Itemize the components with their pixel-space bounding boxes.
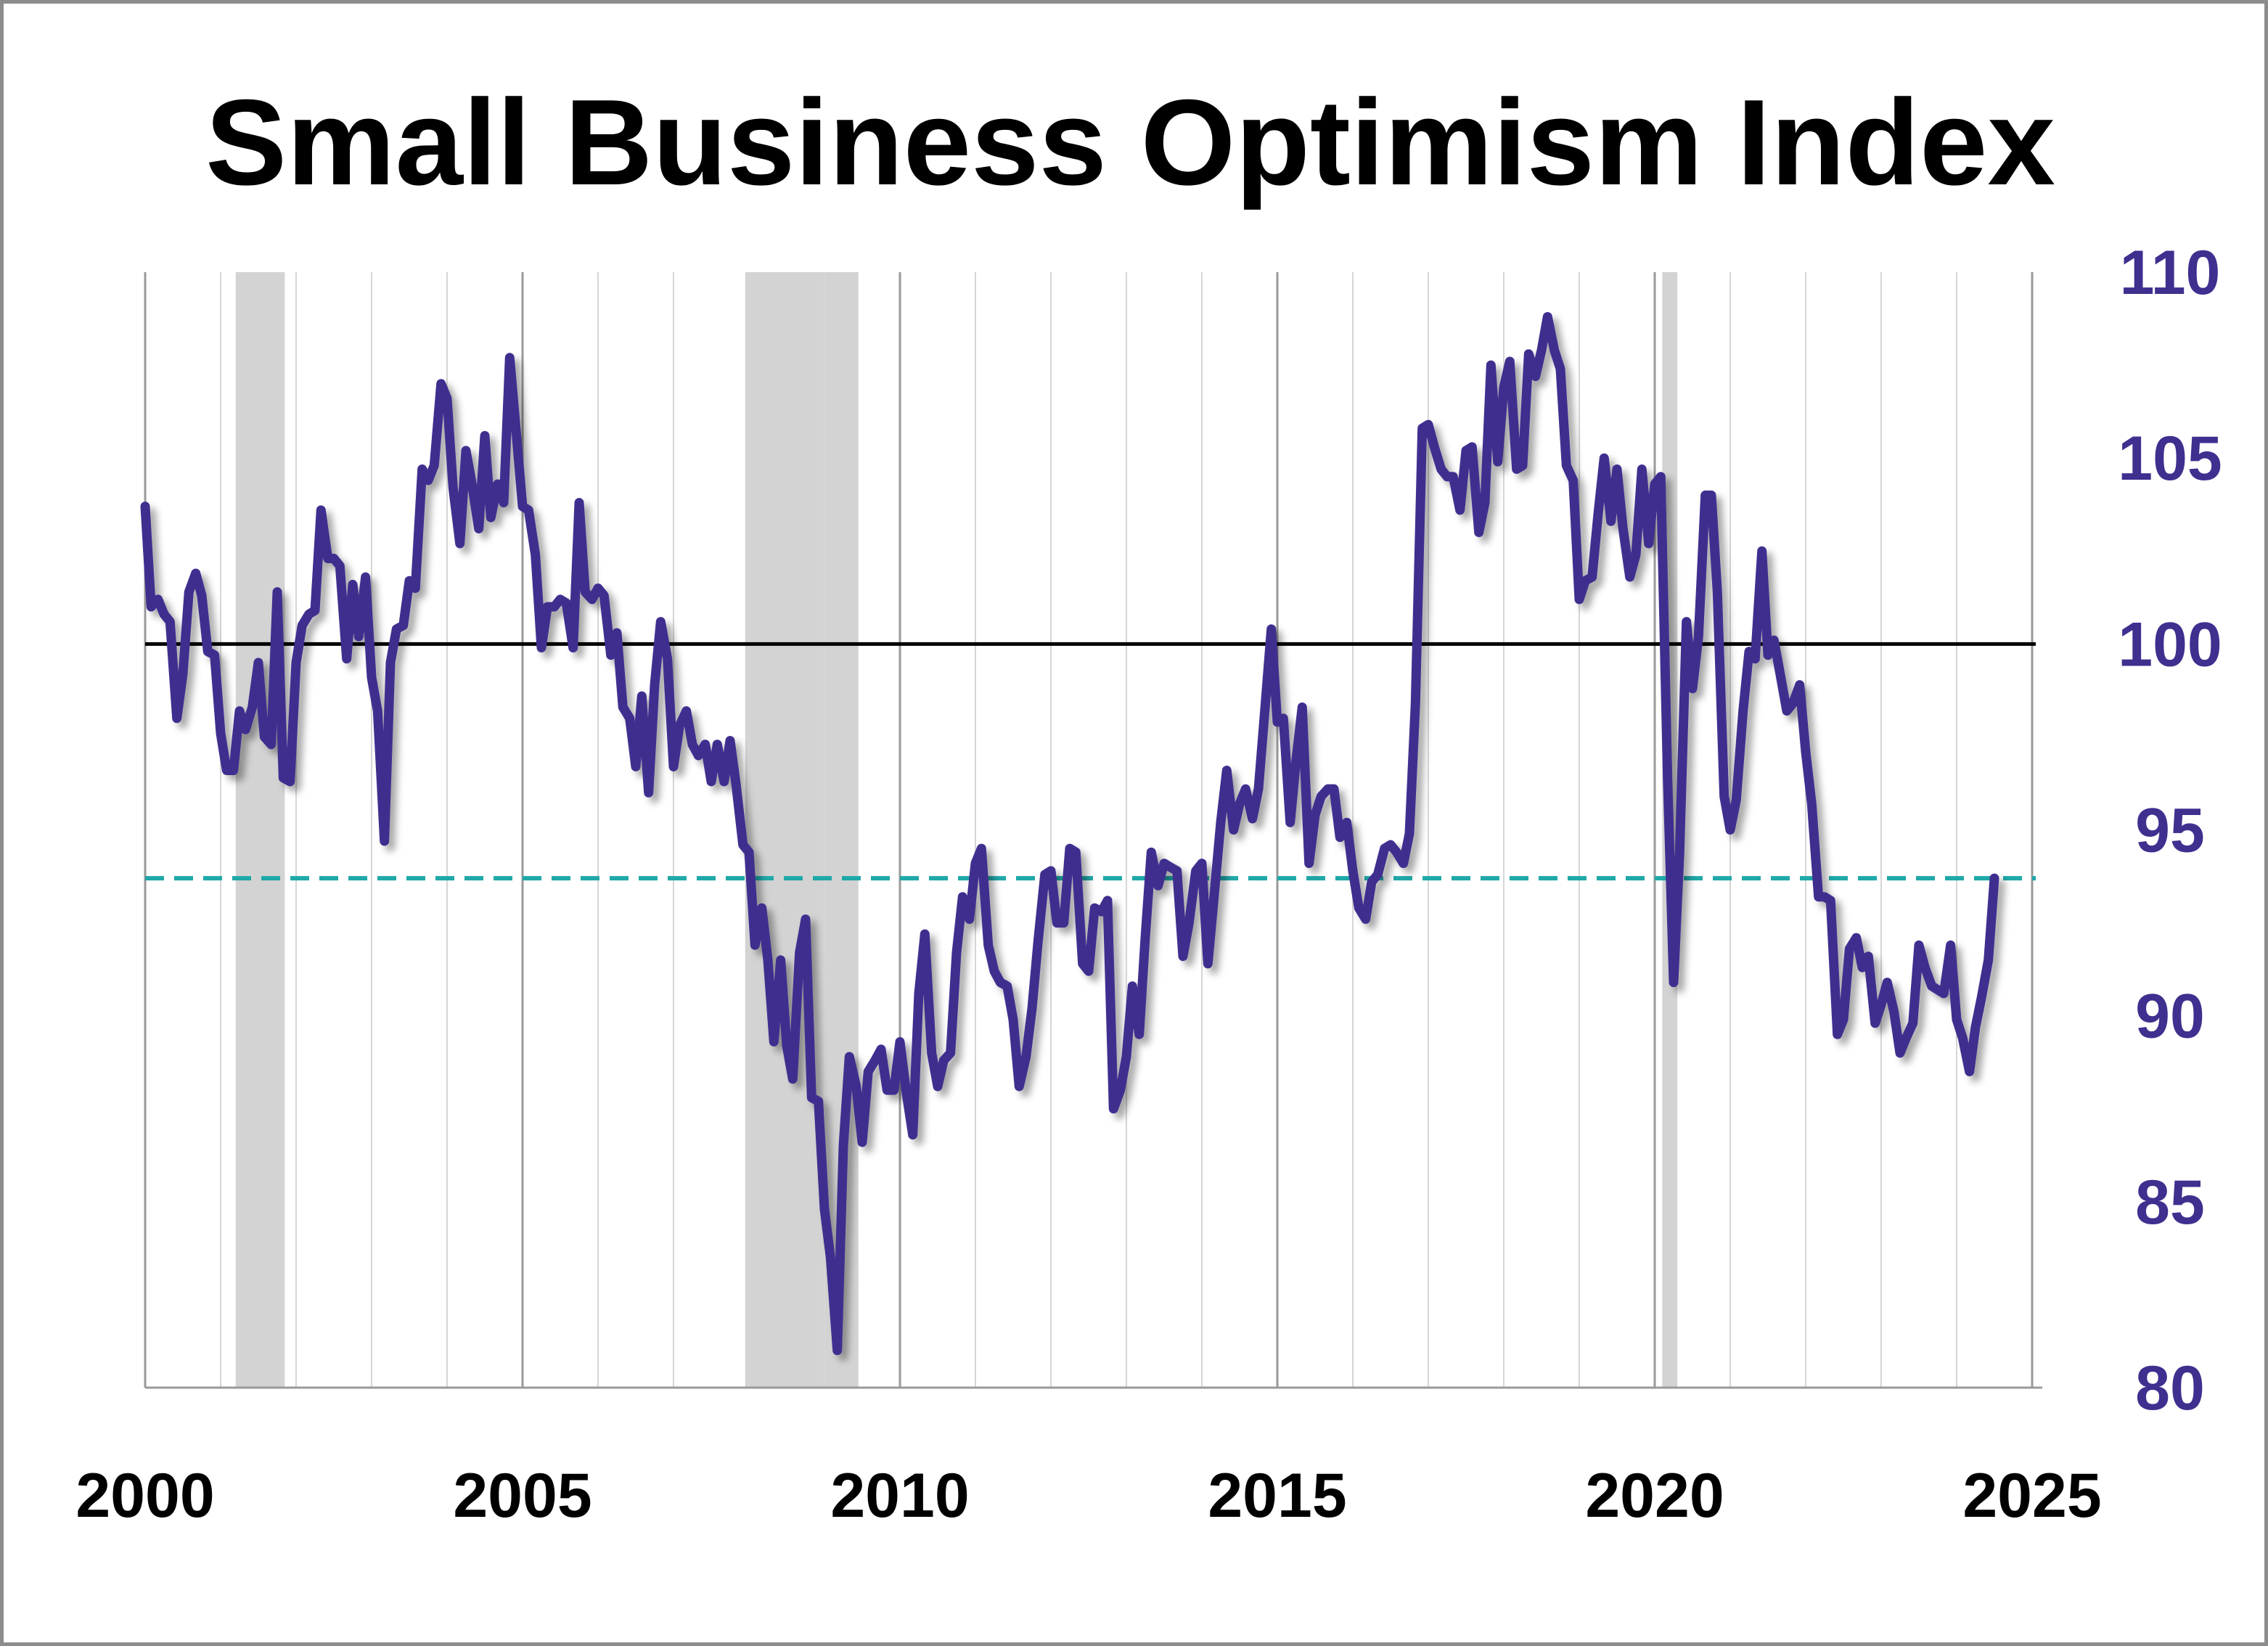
reference-lines xyxy=(145,642,2036,881)
x-tick-label-2010: 2010 xyxy=(830,1461,969,1531)
recession-band-1 xyxy=(235,272,285,1388)
y-tick-label-85: 85 xyxy=(2135,1168,2205,1237)
x-tick-label-2005: 2005 xyxy=(453,1461,591,1531)
x-tick-label-2015: 2015 xyxy=(1208,1461,1346,1531)
y-tick-label-110: 110 xyxy=(2120,238,2221,308)
y-tick-labels: 80 85 90 95 100 105 110 xyxy=(2118,238,2222,1423)
chart-title: Small Business Optimism Index xyxy=(205,74,2055,210)
series-line-1 xyxy=(140,312,1999,1356)
x-tick-labels: 2000 2005 2010 2015 2020 2025 xyxy=(75,1461,2101,1531)
y-tick-label-105: 105 xyxy=(2118,424,2222,494)
vertical-gridlines xyxy=(220,272,1957,1388)
series-group xyxy=(140,312,1999,1356)
y-tick-label-90: 90 xyxy=(2135,982,2205,1052)
y-tick-label-95: 95 xyxy=(2135,796,2205,866)
x-tick-label-2000: 2000 xyxy=(75,1461,214,1531)
x-tick-label-2020: 2020 xyxy=(1585,1461,1724,1531)
y-tick-label-100: 100 xyxy=(2118,610,2222,679)
axes xyxy=(144,272,2042,1389)
y-tick-label-80: 80 xyxy=(2135,1354,2205,1423)
x-tick-label-2025: 2025 xyxy=(1962,1461,2101,1531)
